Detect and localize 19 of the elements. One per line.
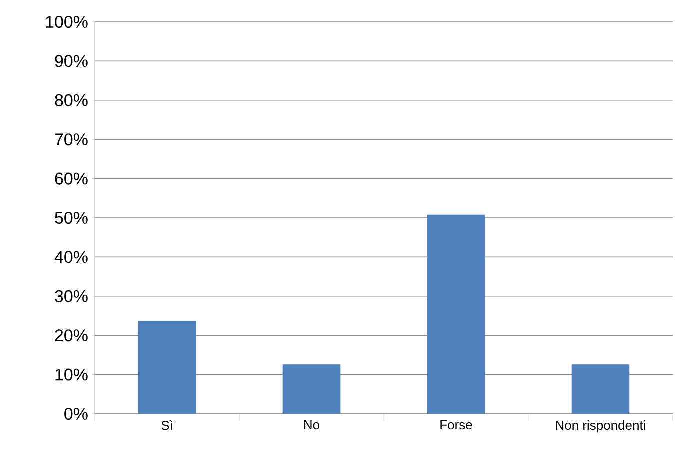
y-tick-label: 10%	[56, 368, 88, 381]
x-tick-label: Sì	[162, 420, 173, 430]
y-tick-label: 20%	[55, 330, 88, 342]
x-tick-label: No	[304, 420, 320, 430]
y-tick-label: 50%	[55, 212, 88, 224]
bar	[572, 364, 630, 414]
y-tick-label: 90%	[55, 55, 88, 68]
bar	[282, 364, 341, 414]
y-tick-label: 40%	[54, 251, 88, 264]
y-tick-label: 80%	[55, 94, 88, 106]
x-tick-label: Non rispondenti	[556, 420, 646, 433]
y-tick-label: 70%	[55, 134, 88, 146]
bar	[427, 214, 486, 414]
bar	[138, 321, 196, 414]
y-tick-label: 30%	[55, 290, 88, 302]
y-tick-label: 60%	[55, 172, 88, 185]
y-tick-label: 100%	[46, 16, 88, 28]
x-tick-label: Forse	[440, 420, 472, 430]
y-tick-label: 0%	[64, 408, 88, 420]
